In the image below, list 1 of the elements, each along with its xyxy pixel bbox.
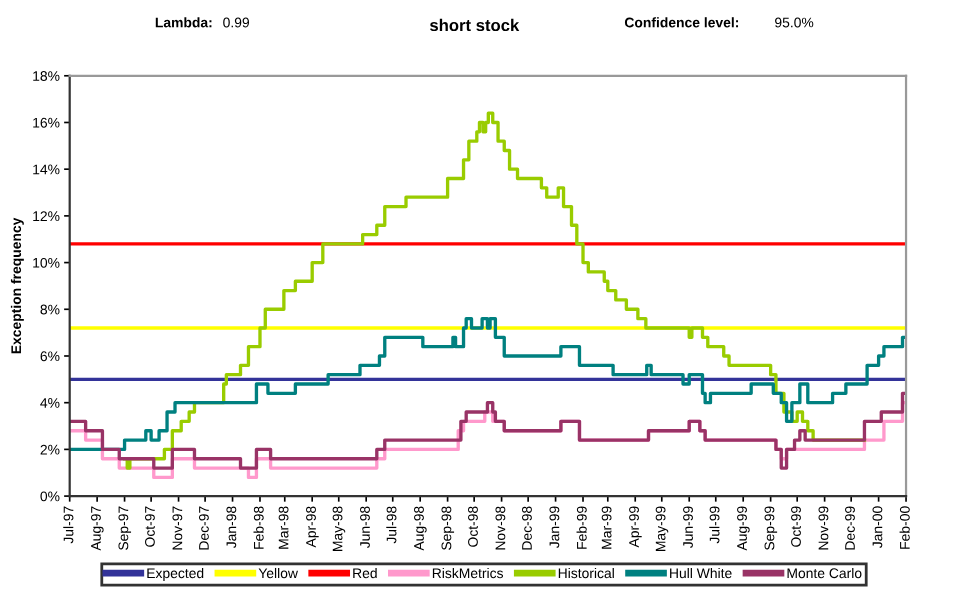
chart-title: short stock xyxy=(429,18,520,32)
